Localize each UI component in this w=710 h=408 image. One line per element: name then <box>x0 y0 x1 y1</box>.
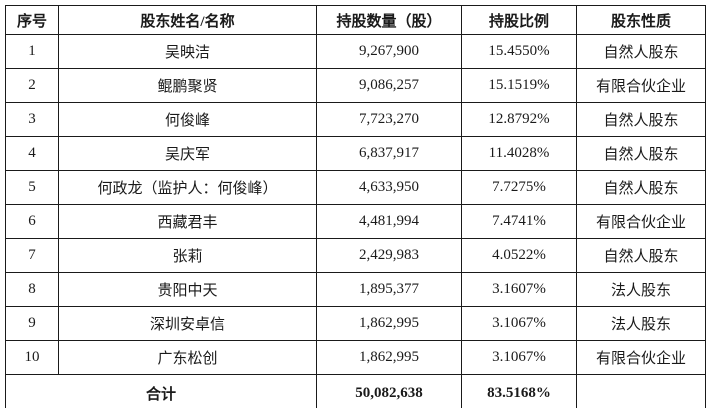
table-row: 1 吴映洁 9,267,900 15.4550% 自然人股东 <box>5 34 706 69</box>
total-label: 合计 <box>5 374 317 408</box>
cell-shares: 9,086,257 <box>316 68 462 103</box>
cell-shares: 1,862,995 <box>316 340 462 375</box>
cell-nature: 有限合伙企业 <box>576 340 706 375</box>
cell-name: 西藏君丰 <box>58 204 317 239</box>
cell-shares: 4,633,950 <box>316 170 462 205</box>
table-row: 9 深圳安卓信 1,862,995 3.1067% 法人股东 <box>5 306 706 341</box>
table-header-row: 序号 股东姓名/名称 持股数量（股） 持股比例 股东性质 <box>5 5 706 35</box>
header-shares: 持股数量（股） <box>316 5 462 35</box>
header-name: 股东姓名/名称 <box>58 5 317 35</box>
cell-name: 鲲鹏聚贤 <box>58 68 317 103</box>
cell-no: 8 <box>5 272 59 307</box>
cell-no: 7 <box>5 238 59 273</box>
cell-nature: 有限合伙企业 <box>576 204 706 239</box>
cell-no: 10 <box>5 340 59 375</box>
total-shares: 50,082,638 <box>316 374 462 408</box>
cell-shares: 7,723,270 <box>316 102 462 137</box>
header-ratio: 持股比例 <box>461 5 577 35</box>
cell-ratio: 3.1067% <box>461 340 577 375</box>
cell-ratio: 11.4028% <box>461 136 577 171</box>
cell-nature: 自然人股东 <box>576 170 706 205</box>
cell-name: 何政龙（监护人：何俊峰） <box>58 170 317 205</box>
cell-no: 6 <box>5 204 59 239</box>
cell-ratio: 3.1067% <box>461 306 577 341</box>
table-row: 3 何俊峰 7,723,270 12.8792% 自然人股东 <box>5 102 706 137</box>
cell-shares: 1,895,377 <box>316 272 462 307</box>
header-nature: 股东性质 <box>576 5 706 35</box>
cell-nature: 自然人股东 <box>576 102 706 137</box>
cell-no: 4 <box>5 136 59 171</box>
total-nature <box>576 374 706 408</box>
cell-name: 深圳安卓信 <box>58 306 317 341</box>
cell-ratio: 7.4741% <box>461 204 577 239</box>
cell-nature: 自然人股东 <box>576 34 706 69</box>
table-row: 8 贵阳中天 1,895,377 3.1607% 法人股东 <box>5 272 706 307</box>
cell-no: 2 <box>5 68 59 103</box>
cell-no: 1 <box>5 34 59 69</box>
cell-ratio: 7.7275% <box>461 170 577 205</box>
cell-nature: 自然人股东 <box>576 136 706 171</box>
cell-name: 吴映洁 <box>58 34 317 69</box>
cell-name: 广东松创 <box>58 340 317 375</box>
cell-nature: 自然人股东 <box>576 238 706 273</box>
cell-nature: 法人股东 <box>576 306 706 341</box>
cell-nature: 法人股东 <box>576 272 706 307</box>
table-row: 7 张莉 2,429,983 4.0522% 自然人股东 <box>5 238 706 273</box>
cell-name: 贵阳中天 <box>58 272 317 307</box>
table-row: 2 鲲鹏聚贤 9,086,257 15.1519% 有限合伙企业 <box>5 68 706 103</box>
cell-ratio: 12.8792% <box>461 102 577 137</box>
shareholder-table: 序号 股东姓名/名称 持股数量（股） 持股比例 股东性质 1 吴映洁 9,267… <box>5 5 706 408</box>
cell-no: 3 <box>5 102 59 137</box>
header-no: 序号 <box>5 5 59 35</box>
cell-ratio: 15.4550% <box>461 34 577 69</box>
cell-name: 吴庆军 <box>58 136 317 171</box>
total-ratio: 83.5168% <box>461 374 577 408</box>
cell-no: 5 <box>5 170 59 205</box>
cell-ratio: 4.0522% <box>461 238 577 273</box>
cell-name: 张莉 <box>58 238 317 273</box>
cell-shares: 4,481,994 <box>316 204 462 239</box>
cell-no: 9 <box>5 306 59 341</box>
cell-shares: 9,267,900 <box>316 34 462 69</box>
cell-nature: 有限合伙企业 <box>576 68 706 103</box>
cell-ratio: 3.1607% <box>461 272 577 307</box>
cell-ratio: 15.1519% <box>461 68 577 103</box>
table-row: 10 广东松创 1,862,995 3.1067% 有限合伙企业 <box>5 340 706 375</box>
table-row: 5 何政龙（监护人：何俊峰） 4,633,950 7.7275% 自然人股东 <box>5 170 706 205</box>
cell-name: 何俊峰 <box>58 102 317 137</box>
cell-shares: 6,837,917 <box>316 136 462 171</box>
cell-shares: 2,429,983 <box>316 238 462 273</box>
cell-shares: 1,862,995 <box>316 306 462 341</box>
table-row: 4 吴庆军 6,837,917 11.4028% 自然人股东 <box>5 136 706 171</box>
table-total-row: 合计 50,082,638 83.5168% <box>5 374 706 408</box>
table-row: 6 西藏君丰 4,481,994 7.4741% 有限合伙企业 <box>5 204 706 239</box>
